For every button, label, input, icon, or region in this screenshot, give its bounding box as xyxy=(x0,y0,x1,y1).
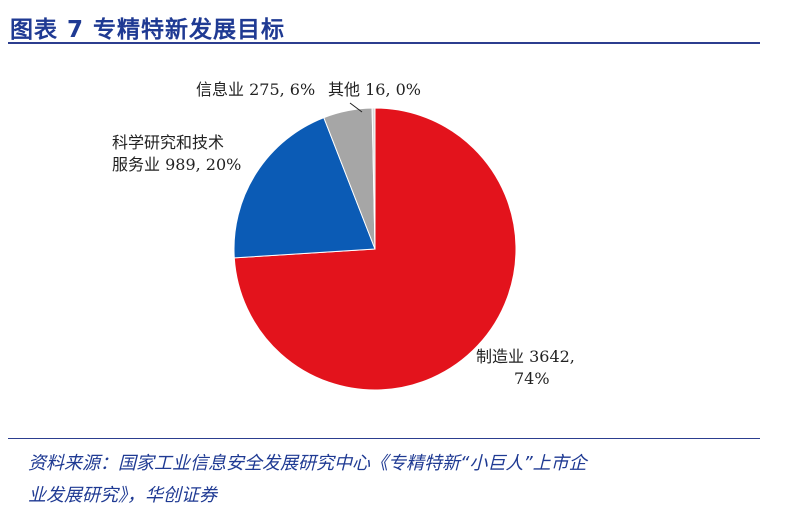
leader-line xyxy=(349,102,363,113)
slice-label: 74% xyxy=(514,369,550,388)
title-bar: 图表 7 专精特新发展目标 xyxy=(8,8,760,44)
slice-label: 制造业 3642, xyxy=(476,347,575,366)
pie-slice xyxy=(371,107,376,250)
slice-label: 服务业 989, 20% xyxy=(112,155,241,174)
pie-slices xyxy=(233,107,517,391)
slice-label: 其他 16, 0% xyxy=(328,80,421,99)
pie-slice xyxy=(233,116,376,259)
source-line-1: 资料来源：国家工业信息安全发展研究中心《专精特新“小巨人”上市企 xyxy=(28,453,587,474)
source-note: 资料来源：国家工业信息安全发展研究中心《专精特新“小巨人”上市企 业发展研究》，… xyxy=(28,448,758,512)
slice-label: 信息业 275, 6% xyxy=(196,80,315,99)
source-divider xyxy=(8,438,760,439)
slice-label: 科学研究和技术 xyxy=(112,133,224,152)
leader-lines xyxy=(349,102,363,113)
chart-title: 图表 7 专精特新发展目标 xyxy=(10,17,286,43)
source-line-2: 业发展研究》，华创证券 xyxy=(28,485,217,506)
